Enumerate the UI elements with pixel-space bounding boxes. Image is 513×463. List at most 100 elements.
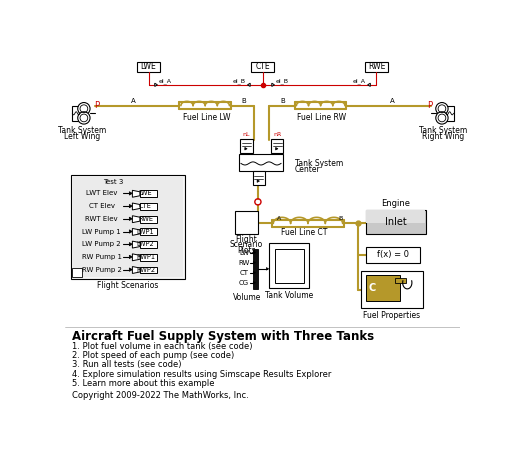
Text: Tank System: Tank System xyxy=(419,126,468,135)
Bar xyxy=(251,62,274,72)
Text: CTE: CTE xyxy=(255,62,270,71)
Text: B: B xyxy=(280,98,285,104)
Polygon shape xyxy=(132,267,140,274)
Polygon shape xyxy=(253,262,255,264)
Text: Copyright 2009-2022 The MathWorks, Inc.: Copyright 2009-2022 The MathWorks, Inc. xyxy=(72,390,248,400)
Bar xyxy=(140,228,157,235)
Polygon shape xyxy=(253,271,255,274)
Bar xyxy=(72,176,183,277)
Text: LW: LW xyxy=(239,250,249,256)
Polygon shape xyxy=(266,268,269,270)
Bar xyxy=(240,139,252,153)
Bar xyxy=(252,171,265,185)
Text: Volume: Volume xyxy=(233,293,261,302)
Bar xyxy=(140,203,157,210)
Text: Tank System: Tank System xyxy=(295,159,343,168)
Bar xyxy=(366,246,420,263)
Bar xyxy=(361,271,423,308)
Bar xyxy=(445,106,454,121)
Bar xyxy=(137,62,160,72)
Text: RWE: RWE xyxy=(368,62,385,71)
Text: Tank Volume: Tank Volume xyxy=(265,290,313,300)
Text: Fuel Line LW: Fuel Line LW xyxy=(183,113,230,122)
Bar xyxy=(239,154,283,171)
Text: LW Pump 2: LW Pump 2 xyxy=(82,241,121,247)
Text: f(x) = 0: f(x) = 0 xyxy=(377,250,409,259)
Bar xyxy=(366,275,400,301)
Text: Left Wing: Left Wing xyxy=(64,132,101,141)
Text: LW Pump 1: LW Pump 1 xyxy=(82,229,121,234)
Text: LWP2: LWP2 xyxy=(136,241,154,247)
Text: nL: nL xyxy=(243,132,250,138)
Text: Engine: Engine xyxy=(381,199,410,208)
Bar xyxy=(271,139,283,153)
Text: 1. Plot fuel volume in each tank (see code): 1. Plot fuel volume in each tank (see co… xyxy=(72,342,252,351)
Text: CT Elev: CT Elev xyxy=(89,203,114,209)
Bar xyxy=(72,268,82,277)
Text: Aircraft Fuel Supply System with Three Tanks: Aircraft Fuel Supply System with Three T… xyxy=(72,331,373,344)
Bar xyxy=(365,62,388,72)
Text: LWP1: LWP1 xyxy=(136,229,154,234)
Text: nR: nR xyxy=(273,132,281,138)
Polygon shape xyxy=(132,241,140,248)
Bar xyxy=(140,267,157,274)
Text: P: P xyxy=(94,101,99,110)
Text: LWE: LWE xyxy=(139,190,152,196)
Text: RWP2: RWP2 xyxy=(136,267,155,273)
Text: Scenario: Scenario xyxy=(230,240,263,250)
Text: A: A xyxy=(131,98,135,104)
Text: Center: Center xyxy=(295,165,321,174)
Text: Flight: Flight xyxy=(235,235,257,244)
Polygon shape xyxy=(132,228,140,235)
Polygon shape xyxy=(155,83,157,87)
Polygon shape xyxy=(132,216,140,223)
Polygon shape xyxy=(129,230,132,233)
Circle shape xyxy=(78,102,90,115)
Text: RW: RW xyxy=(239,260,250,266)
Polygon shape xyxy=(132,190,140,197)
Polygon shape xyxy=(129,268,132,271)
Text: 4. Explore simulation results using Simscape Results Explorer: 4. Explore simulation results using Sims… xyxy=(72,370,331,379)
Polygon shape xyxy=(253,282,255,284)
Text: Right Wing: Right Wing xyxy=(422,132,465,141)
Text: CG: CG xyxy=(239,280,249,286)
Text: el_A: el_A xyxy=(353,78,366,84)
Text: el_B: el_B xyxy=(276,78,289,84)
Polygon shape xyxy=(245,147,247,150)
Bar xyxy=(235,211,258,234)
Text: CTE: CTE xyxy=(139,203,152,209)
Text: el_A: el_A xyxy=(159,78,172,84)
Text: Test 3: Test 3 xyxy=(103,179,123,185)
Text: Fuel Properties: Fuel Properties xyxy=(363,311,421,319)
Text: Flight Scenarios: Flight Scenarios xyxy=(97,281,159,289)
Polygon shape xyxy=(129,255,132,259)
Bar xyxy=(395,278,406,283)
Text: Inlet: Inlet xyxy=(385,217,407,227)
Text: LWE: LWE xyxy=(141,62,156,71)
Polygon shape xyxy=(368,83,370,87)
Text: B: B xyxy=(242,98,246,104)
Polygon shape xyxy=(129,217,132,220)
Bar xyxy=(71,175,185,279)
Polygon shape xyxy=(129,204,132,208)
Text: LWT Elev: LWT Elev xyxy=(86,190,117,196)
Bar xyxy=(140,190,157,197)
Polygon shape xyxy=(132,203,140,210)
Bar xyxy=(140,216,157,223)
Text: A: A xyxy=(389,98,394,104)
Polygon shape xyxy=(253,251,255,254)
Text: Tank System: Tank System xyxy=(58,126,107,135)
Text: RW Pump 1: RW Pump 1 xyxy=(82,254,122,260)
Text: B: B xyxy=(338,216,342,220)
Polygon shape xyxy=(275,147,278,150)
Bar xyxy=(275,249,304,283)
Polygon shape xyxy=(247,83,250,87)
Bar xyxy=(140,241,157,248)
Text: el_B: el_B xyxy=(233,78,246,84)
Text: RW Pump 2: RW Pump 2 xyxy=(82,267,122,273)
Bar xyxy=(366,210,425,223)
Bar xyxy=(140,254,157,261)
Polygon shape xyxy=(257,180,260,182)
Bar xyxy=(253,249,258,289)
Text: C: C xyxy=(368,283,376,293)
